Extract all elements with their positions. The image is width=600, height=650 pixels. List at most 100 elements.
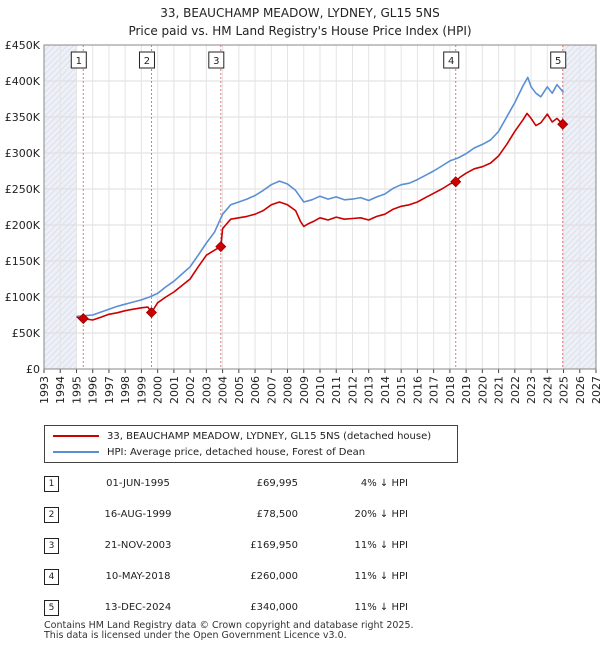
legend-item-hpi: HPI: Average price, detached house, Fore… [53,444,365,460]
band-hatch [575,348,597,370]
x-tick-label: 2006 [249,376,262,404]
sale-price: £169,950 [250,540,298,551]
sale-number-label: 4 [448,56,454,67]
sale-point [77,313,89,325]
band-hatch [563,44,588,70]
sale-price: £78,500 [256,509,298,520]
sale-number-label: 1 [76,56,82,67]
sale-hpi-diff: 20% ↓ HPI [354,509,408,520]
sale-date: 13-DEC-2024 [104,602,172,613]
x-tick-label: 2009 [298,376,311,404]
x-tick-label: 2004 [217,376,230,404]
x-tick-label: 2007 [265,376,278,404]
sale-number-badge: 4 [44,568,59,585]
band-hatch [563,44,570,52]
y-tick-label: £100K [5,291,41,304]
legend-swatch-price [53,435,99,437]
plot-frame [43,44,597,370]
band-hatch [55,348,77,370]
hpi-line [76,76,565,318]
x-tick-label: 2005 [233,376,246,404]
sale-price: £260,000 [250,571,298,582]
legend-swatch-hpi [53,451,99,453]
sales-row: 5 13-DEC-2024 £340,000 11% ↓ HPI [44,592,408,623]
x-tick-label: 2013 [363,376,376,404]
y-tick-label: £400K [5,75,41,88]
footer-licence: This data is licensed under the Open Gov… [44,630,347,641]
sale-number-badge: 5 [44,599,59,616]
sale-number-box [138,51,155,69]
y-tick-label: £50K [12,327,41,340]
x-tick-label: 2022 [509,376,522,404]
legend: 33, BEAUCHAMP MEADOW, LYDNEY, GL15 5NS (… [44,425,458,463]
band-hatch [43,44,75,76]
y-tick-label: £350K [5,111,41,124]
price-paid-line [76,112,564,321]
price-chart: £0 £50K £100K £150K £200K £250K £300K £350K £400… [5,39,600,404]
band-hatch [43,44,63,64]
x-tick-label: 1998 [119,376,132,404]
band-hatch [61,354,77,370]
sale-number-label: 2 [144,56,150,67]
sales-row: 1 01-JUN-1995 £69,995 4% ↓ HPI [44,468,408,499]
sale-date: 01-JUN-1995 [106,478,170,489]
x-tick-label: 2000 [152,376,165,404]
x-tick-label: 2011 [330,376,343,404]
sale-date: 10-MAY-2018 [105,571,171,582]
x-tick-label: 2019 [460,376,473,404]
x-tick-label: 2017 [428,376,441,404]
sale-point [145,306,157,318]
x-tick-label: 2001 [168,376,181,404]
band-hatch [563,44,582,64]
sale-price: £340,000 [250,602,298,613]
sale-number-box [208,51,225,69]
x-tick-label: 2016 [411,376,424,404]
y-tick-label: £0 [26,363,40,376]
sale-number-label: 3 [213,56,219,67]
band-hatch [43,44,69,70]
chart-subtitle: Price paid vs. HM Land Registry's House … [128,24,472,38]
legend-label-price: 33, BEAUCHAMP MEADOW, LYDNEY, GL15 5NS (… [107,430,432,442]
y-tick-label: £300K [5,147,41,160]
band-hatch [587,360,597,370]
x-tick-label: 2002 [184,376,197,404]
y-tick-label: £450K [5,39,41,52]
band-hatch [581,354,597,370]
x-tick-label: 2025 [558,376,571,404]
x-tick-label: 2015 [395,376,408,404]
band-hatch [43,44,57,58]
x-tick-label: 2003 [200,376,213,404]
band-hatch [43,44,51,52]
x-tick-label: 1994 [54,376,67,404]
x-tick-label: 2014 [379,376,392,404]
band-hatch [569,342,597,370]
y-tick-label: £150K [5,255,41,268]
x-tick-label: 2018 [444,376,457,404]
sale-date: 16-AUG-1999 [104,509,172,520]
sale-hpi-diff: 4% ↓ HPI [360,478,408,489]
sale-date: 21-NOV-2003 [104,540,172,551]
footer: Contains HM Land Registry data © Crown c… [44,621,414,641]
x-tick-label: 1999 [135,376,148,404]
y-tick-label: £250K [5,183,41,196]
sale-point [450,176,462,188]
sale-number-badge: 2 [44,506,59,523]
sale-point [557,118,569,130]
x-tick-label: 2021 [493,376,506,404]
sale-hpi-diff: 11% ↓ HPI [354,571,408,582]
sales-table: 1 01-JUN-1995 £69,995 4% ↓ HPI 2 16-AUG-1999 £… [44,468,408,623]
x-tick-label: 2027 [590,376,600,404]
sale-number-box [70,51,87,69]
y-tick-label: £200K [5,219,41,232]
sale-number-badge: 1 [44,475,59,492]
sale-number-box [443,51,460,69]
band-hatch [67,360,77,370]
band-hatch [563,44,594,76]
sales-row: 3 21-NOV-2003 £169,950 11% ↓ HPI [44,530,408,561]
x-tick-label: 1993 [38,376,51,404]
chart-title: 33, BEAUCHAMP MEADOW, LYDNEY, GL15 5NS [160,6,440,20]
legend-label-hpi: HPI: Average price, detached house, Fore… [107,446,366,458]
sale-price: £69,995 [256,478,298,489]
x-tick-label: 2023 [525,376,538,404]
x-tick-label: 2020 [476,376,489,404]
